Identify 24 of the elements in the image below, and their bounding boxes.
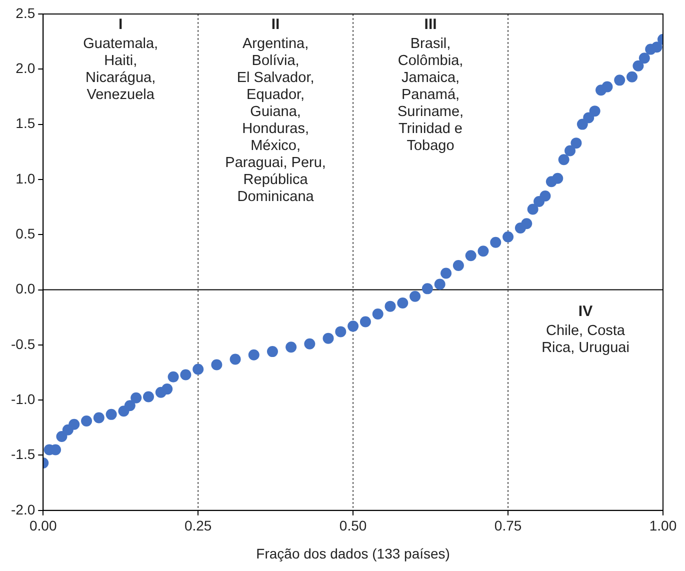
x-tick-label: 0.00 — [30, 518, 57, 534]
annotation: II — [271, 16, 280, 34]
y-tick-label: -0.5 — [11, 336, 36, 352]
y-tick-label: -2.0 — [11, 501, 36, 518]
x-tick-label: 0.50 — [339, 518, 367, 534]
annotation: Guatemala, Haiti, Nicarágua, Venezuela — [83, 36, 158, 104]
y-tick-label: 1.5 — [16, 115, 36, 132]
y-tick-label: 2.0 — [16, 60, 36, 76]
y-tick-label: -1.0 — [11, 390, 36, 407]
y-tick-label: 0.0 — [16, 280, 36, 297]
y-tick-label: 2.5 — [16, 4, 36, 21]
annotation: IV — [578, 303, 593, 320]
x-tick-label: 0.25 — [184, 518, 212, 534]
annotation: Chile, Costa Rica, Uruguai — [542, 322, 630, 357]
annotation: I — [118, 16, 123, 34]
annotation: Brasil, Colômbia, Jamaica, Panamá, Suriname, Trinidad e Tobago — [397, 36, 464, 156]
x-tick-label: 0.75 — [494, 518, 522, 534]
y-tick-label: 1.0 — [16, 170, 36, 186]
annotation: III — [424, 16, 437, 34]
y-tick-label: -1.5 — [11, 446, 36, 462]
x-axis-title: Fração dos dados (133 países) — [256, 545, 450, 562]
y-tick-label: 0.5 — [16, 225, 36, 242]
x-tick-label: 1.00 — [649, 518, 677, 534]
text: Argentina, Bolívia, El Salvador, Equador, Guiana, Honduras, México, Paraguai, Peru, República Dominicana — [225, 36, 326, 206]
